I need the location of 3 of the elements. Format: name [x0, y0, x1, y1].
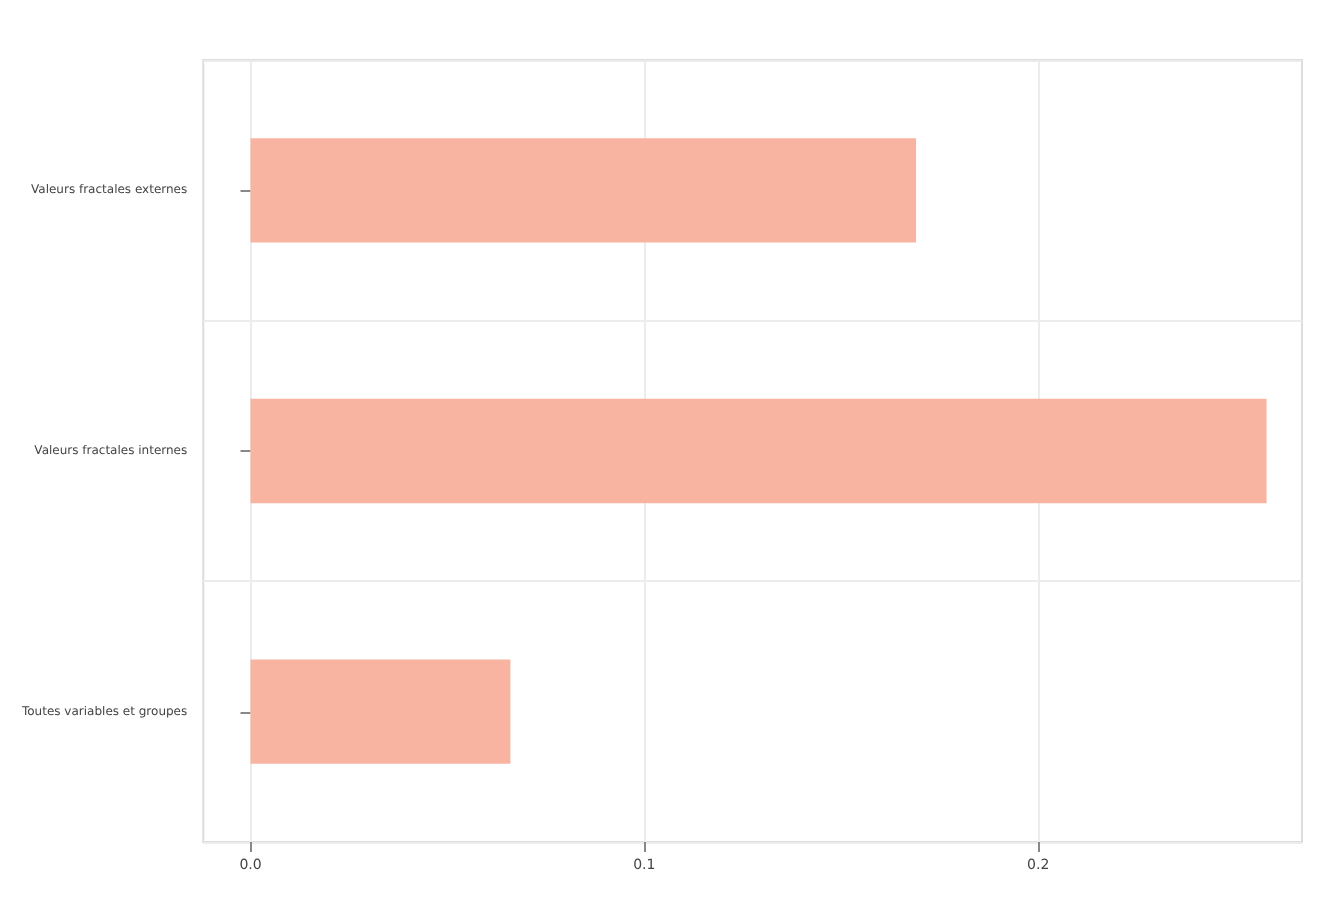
- bar: [250, 398, 1267, 504]
- bar: [250, 659, 511, 764]
- bar: [250, 138, 917, 243]
